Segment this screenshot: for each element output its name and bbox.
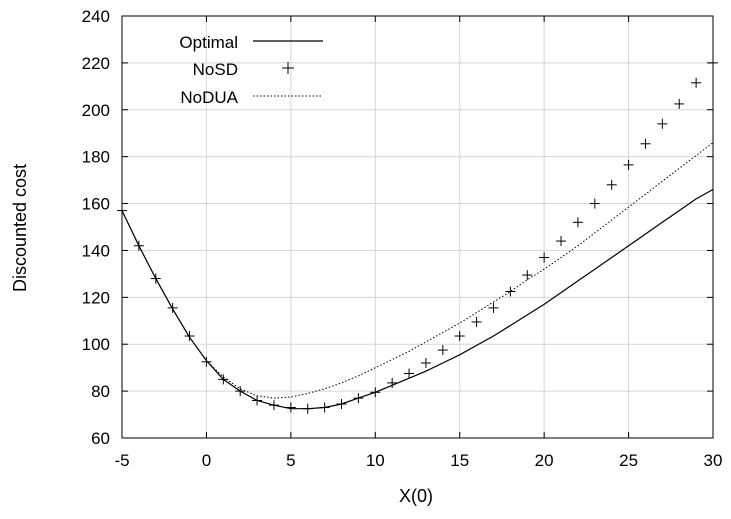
series-optimal-line [121,188,714,410]
y-tick-label: 80 [91,382,110,401]
nosd-point [606,179,617,190]
nosd-point [150,273,161,284]
nosd-point [556,236,567,247]
y-axis-title: Discounted cost [10,164,30,292]
legend-swatch-nosd [282,62,294,74]
nosd-point [454,331,465,342]
y-tick-label: 60 [91,429,110,448]
series-nodua-line [121,142,714,399]
y-tick-label: 200 [82,101,110,120]
x-tick-label: -5 [114,451,129,470]
y-tick-label: 120 [82,288,110,307]
nosd-point [674,98,685,109]
grid [122,16,713,438]
x-tick-label: 25 [619,451,638,470]
nosd-point [184,331,195,342]
nosd-point [370,387,381,398]
nosd-point [167,302,178,313]
nosd-point [302,403,313,414]
nosd-point [657,118,668,129]
y-tick-label: 100 [82,335,110,354]
nosd-point [471,316,482,327]
nosd-point [404,368,415,379]
nosd-point [623,159,634,170]
tick-labels: -5 0 5 10 15 20 25 30 60 80 100 120 140 160 180 200 220 2… [82,7,723,470]
y-tick-label: 180 [82,148,110,167]
legend-label-nodua: NoDUA [180,88,238,107]
nosd-point [336,399,347,410]
y-tick-label: 220 [82,54,110,73]
nosd-point [201,356,212,367]
legend-label-nosd: NoSD [193,60,238,79]
plot-frame [121,15,714,439]
x-tick-label: 30 [704,451,723,470]
nosd-point [640,138,651,149]
legend: Optimal NoSD NoDUA [179,33,323,107]
x-axis-title: X(0) [399,486,433,506]
legend-label-optimal: Optimal [179,33,238,52]
nosd-point [539,252,550,263]
x-tick-label: 20 [535,451,554,470]
nosd-point [235,386,246,397]
nosd-point [505,286,516,297]
nosd-point [252,395,263,406]
y-tick-label: 240 [82,7,110,26]
x-tick-label: 10 [366,451,385,470]
series-nosd [117,57,718,414]
y-tick-label: 140 [82,241,110,260]
nosd-point [691,77,702,88]
nosd-point [268,400,279,411]
x-tick-label: 5 [286,451,295,470]
y-tick-label: 160 [82,195,110,214]
nosd-point [522,270,533,281]
nosd-point [420,357,431,368]
nosd-point [437,345,448,356]
nosd-point [319,402,330,413]
nosd-point [488,302,499,313]
nosd-point [285,402,296,413]
nosd-point [353,393,364,404]
nosd-point [589,198,600,209]
series-layer [117,57,718,414]
x-tick-label: 0 [202,451,211,470]
nosd-point [387,377,398,388]
x-tick-label: 15 [450,451,469,470]
ticks [121,15,714,439]
nosd-point [572,217,583,228]
